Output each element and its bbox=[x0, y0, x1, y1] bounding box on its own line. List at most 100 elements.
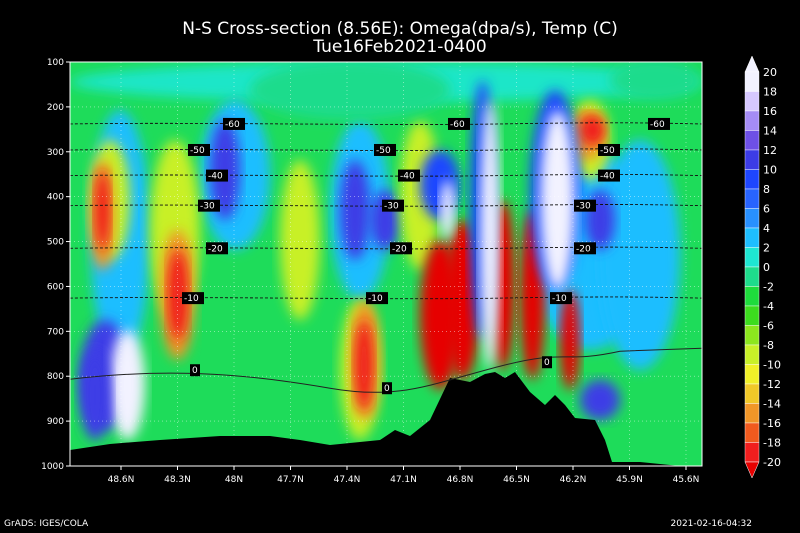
contour-label-bg bbox=[198, 199, 220, 212]
colorbar-segment bbox=[744, 208, 760, 229]
chart-subtitle: Tue16Feb2021-0400 bbox=[313, 37, 487, 57]
contour-label: -10 bbox=[182, 292, 204, 305]
field-blob bbox=[280, 160, 320, 320]
contour-label-text: -40 bbox=[600, 172, 615, 182]
colorbar-segment bbox=[744, 188, 760, 209]
contour-label: -40 bbox=[598, 169, 620, 182]
colorbar-label: -6 bbox=[763, 320, 774, 333]
colorbar-label: 12 bbox=[763, 144, 777, 157]
contour-label-bg bbox=[574, 199, 596, 212]
colorbar-label: 8 bbox=[763, 183, 770, 196]
contour-label-text: -10 bbox=[552, 294, 567, 304]
colorbar-bottom-arrow bbox=[744, 461, 760, 479]
y-tick-label: 800 bbox=[47, 372, 64, 382]
contour-label: -40 bbox=[398, 169, 420, 182]
field-blob bbox=[610, 62, 700, 100]
colorbar-segment bbox=[744, 169, 760, 190]
field-blob bbox=[95, 170, 110, 250]
colorbar-label: -2 bbox=[763, 281, 774, 294]
colorbar-label: -12 bbox=[763, 378, 781, 391]
contour-label-bg bbox=[574, 242, 596, 255]
contour-label: -30 bbox=[198, 199, 220, 212]
contour-label-text: -20 bbox=[208, 244, 223, 254]
field-blob bbox=[600, 140, 680, 370]
terrain-silhouette bbox=[70, 372, 702, 466]
contour-label: -50 bbox=[598, 143, 620, 156]
contour-label-text: 0 bbox=[544, 358, 550, 368]
colorbar-label: 10 bbox=[763, 164, 777, 177]
colorbar-segment bbox=[744, 305, 760, 326]
y-tick-label: 900 bbox=[47, 417, 64, 427]
temperature-contour bbox=[70, 204, 702, 207]
contour-label-bg bbox=[598, 143, 620, 156]
colorbar-label: 4 bbox=[763, 222, 770, 235]
colorbar-label: 2 bbox=[763, 242, 770, 255]
colorbar-segment bbox=[744, 383, 760, 404]
contour-label: -20 bbox=[390, 242, 412, 255]
footer-timestamp: 2021-02-16-04:32 bbox=[670, 519, 753, 529]
contour-label-text: -10 bbox=[184, 294, 199, 304]
y-tick-label: 700 bbox=[47, 327, 64, 337]
contour-label: -50 bbox=[374, 143, 396, 156]
x-tick-label: 45.6N bbox=[673, 475, 700, 485]
colorbar-label: 20 bbox=[763, 66, 777, 79]
y-tick-label: 300 bbox=[47, 148, 64, 158]
contour-label-bg bbox=[206, 169, 228, 182]
x-tick-label: 45.9N bbox=[616, 475, 643, 485]
omega-field bbox=[70, 62, 702, 466]
colorbar-segment bbox=[744, 344, 760, 365]
x-tick-label: 48.3N bbox=[164, 475, 191, 485]
contour-label-bg bbox=[374, 143, 396, 156]
colorbar-segment bbox=[744, 325, 760, 346]
contour-label-bg bbox=[598, 169, 620, 182]
x-tick-label: 47.1N bbox=[390, 475, 417, 485]
contour-label-text: 0 bbox=[192, 366, 198, 376]
x-tick-label: 47.4N bbox=[334, 475, 361, 485]
colorbar-label: -10 bbox=[763, 359, 781, 372]
y-tick-label: 500 bbox=[47, 238, 64, 248]
y-tick-label: 1000 bbox=[41, 462, 64, 472]
field-blob bbox=[580, 380, 620, 420]
contour-label: -20 bbox=[206, 242, 228, 255]
contour-label-text: -50 bbox=[190, 146, 205, 156]
contour-label-text: 0 bbox=[384, 384, 390, 394]
contour-label-text: -60 bbox=[450, 120, 465, 130]
contour-label: -60 bbox=[448, 117, 470, 130]
field-blob bbox=[340, 160, 370, 260]
contour-label: 0 bbox=[382, 382, 392, 395]
contour-label-text: -20 bbox=[392, 244, 407, 254]
contour-label-bg bbox=[648, 117, 670, 130]
contour-label-text: -40 bbox=[400, 172, 415, 182]
colorbar-segment bbox=[744, 442, 760, 463]
y-tick-label: 400 bbox=[47, 193, 64, 203]
colorbar-label: 6 bbox=[763, 203, 770, 216]
y-tick-label: 600 bbox=[47, 282, 64, 292]
colorbar-segment bbox=[744, 266, 760, 287]
contour-label: -10 bbox=[550, 292, 572, 305]
contour-label-bg bbox=[398, 169, 420, 182]
contour-label: -40 bbox=[206, 169, 228, 182]
colorbar-segment bbox=[744, 422, 760, 443]
field-blob bbox=[168, 250, 188, 340]
contour-label: -50 bbox=[188, 143, 210, 156]
colorbar-label: 0 bbox=[763, 261, 770, 274]
terrain bbox=[70, 372, 702, 466]
contour-label-bg bbox=[366, 292, 388, 305]
colorbar-segment bbox=[744, 71, 760, 92]
temperature-contour bbox=[70, 173, 702, 177]
contour-label: -60 bbox=[648, 117, 670, 130]
contour-label-bg bbox=[390, 242, 412, 255]
contour-label: 0 bbox=[190, 364, 200, 377]
colorbar-segment bbox=[744, 91, 760, 112]
x-tick-label: 48N bbox=[225, 475, 243, 485]
y-tick-label: 100 bbox=[47, 58, 64, 68]
contour-label-bg bbox=[542, 356, 552, 369]
colorbar-segment bbox=[744, 364, 760, 385]
x-tick-label: 46.8N bbox=[447, 475, 474, 485]
contour-label-bg bbox=[190, 364, 200, 377]
field-blob bbox=[540, 110, 575, 290]
x-tick-label: 48.6N bbox=[108, 475, 135, 485]
colorbar-label: -20 bbox=[763, 456, 781, 469]
contour-label-text: -30 bbox=[200, 202, 215, 212]
